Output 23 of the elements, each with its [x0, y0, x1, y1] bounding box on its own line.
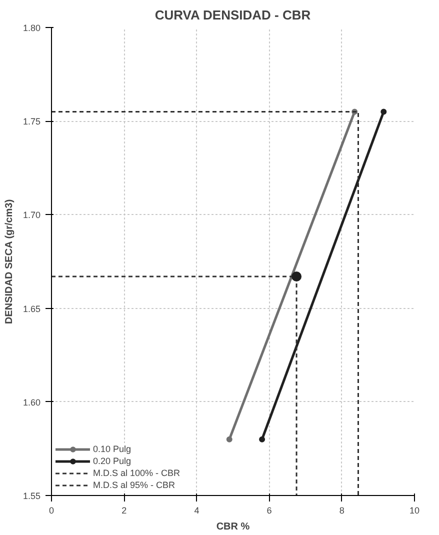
x-tick-label: 8 [339, 506, 344, 516]
x-tick-label: 2 [122, 506, 127, 516]
y-tick-label: 1.75 [22, 116, 41, 127]
x-tick-label: 4 [194, 506, 200, 516]
legend-label: M.D.S al 100% - CBR [93, 467, 180, 479]
chart-title: CURVA DENSIDAD - CBR [154, 8, 312, 22]
y-tick-label: 1.70 [22, 210, 41, 220]
legend-label: 0.10 Pulg [93, 443, 132, 455]
x-tick-label: 10 [409, 506, 420, 516]
y-tick-label: 1.55 [22, 491, 41, 501]
y-tick-label: 1.80 [22, 23, 41, 33]
x-tick-label: 6 [266, 506, 272, 516]
x-tick-label: 0 [48, 506, 54, 516]
point [380, 108, 387, 115]
point [292, 271, 302, 282]
y-tick-label: 1.60 [22, 397, 41, 408]
legend-label: 0.20 Pulg [93, 455, 132, 467]
y-axis-title: DENSIDAD SECA (gr/cm3) [4, 199, 15, 324]
y-tick-label: 1.65 [22, 304, 41, 314]
point [226, 436, 232, 442]
x-axis-title: CBR % [216, 522, 250, 532]
point [259, 436, 266, 442]
legend-label: M.D.S al 95% - CBR [93, 479, 176, 491]
